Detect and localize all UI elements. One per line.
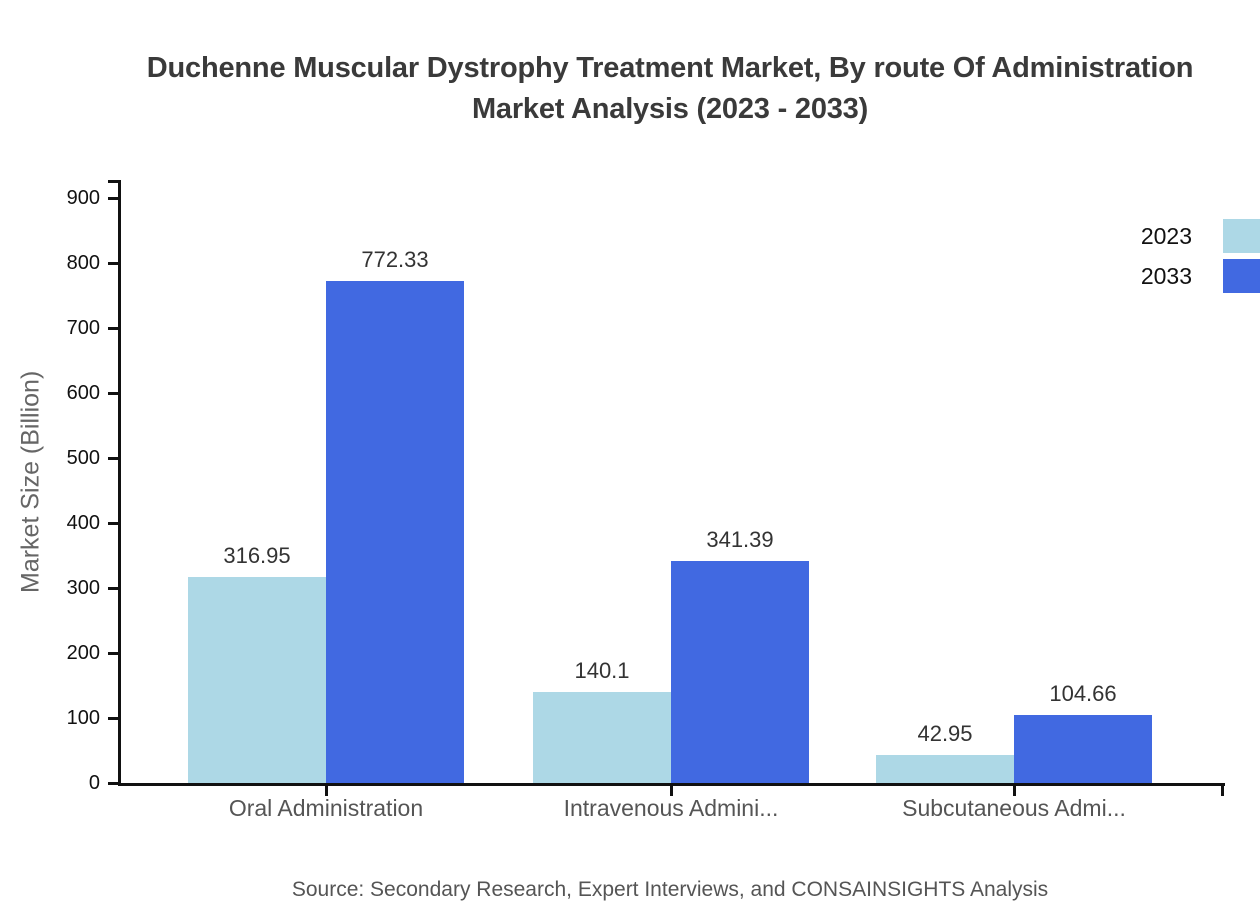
chart-title: Duchenne Muscular Dystrophy Treatment Ma… [85,48,1255,130]
y-axis-tick [108,781,118,785]
chart-title-line2: Market Analysis (2023 - 2033) [471,93,869,125]
y-axis-tick [108,716,118,720]
y-axis-tick [108,586,118,590]
y-axis-tick [108,456,118,460]
legend-swatch [1223,219,1260,253]
y-axis-tick [108,261,118,265]
y-axis-tick [108,326,118,330]
y-axis-tick [108,196,118,200]
y-axis-tick [108,521,118,525]
plot-area [118,180,1225,786]
y-axis-tick-label: 100 [66,707,100,729]
x-axis-tick [1220,786,1224,796]
source-note: Source: Secondary Research, Expert Inter… [291,878,1049,901]
bar-2033-3 [1014,714,1152,783]
x-axis-tick [1012,786,1016,796]
y-axis-tick-label: 700 [66,317,100,339]
y-axis-tick-label: 500 [66,447,100,469]
y-axis-tick-label: 600 [66,382,100,404]
chart-title-line1: Duchenne Muscular Dystrophy Treatment Ma… [146,52,1194,84]
y-axis-tick-label: 0 [88,772,100,794]
y-axis-tick-label: 300 [66,577,100,599]
y-axis-tick-label: 800 [66,252,100,274]
bar-2033-2 [671,561,809,783]
legend-label: 2033 [1140,262,1192,289]
legend: 2023 2033 [1141,219,1260,293]
bar-value-label: 772.33 [361,246,429,272]
legend-swatch [1223,259,1260,293]
bar-value-label: 104.66 [1049,680,1117,706]
bar-value-label: 341.39 [706,527,774,553]
bar-2033-1 [326,280,464,783]
x-axis-category-label: Oral Administration [228,795,424,821]
bar-value-label: 316.95 [223,542,291,568]
y-axis-tick-label: 900 [66,187,100,209]
legend-item-2033: 2033 [1141,259,1260,293]
x-axis-category-label: Subcutaneous Admi... [902,795,1126,821]
x-axis-category-label: Intravenous Admini... [563,795,779,821]
legend-label: 2023 [1140,222,1192,249]
bar-value-label: 140.1 [574,657,630,683]
x-axis-tick [324,786,328,796]
bar-2023-2 [533,691,671,783]
y-axis-end-tick [108,180,118,183]
y-axis-tick-label: 400 [66,512,100,534]
y-axis-tick-label: 200 [66,642,100,664]
legend-item-2023: 2023 [1141,219,1260,253]
y-axis-tick [108,651,118,655]
bar-2023-1 [188,576,326,783]
x-axis-tick [669,786,673,796]
bar-value-label: 42.95 [917,721,973,747]
y-axis-tick [108,391,118,395]
bar-2023-3 [876,755,1014,783]
